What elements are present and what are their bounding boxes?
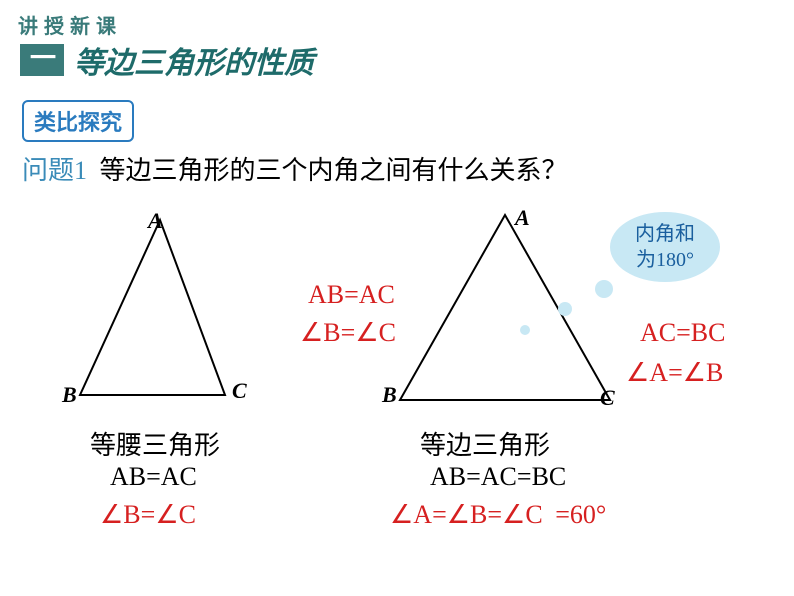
right-formula-angles: ∠A=∠B [626,358,723,388]
mid-formula-sides: AB=AC [308,280,395,310]
vertex-a-left: A [148,208,163,234]
equilateral-angles-eq: ∠A=∠B=∠C [390,500,543,529]
vertex-c-left: C [232,378,247,404]
vertex-b-left: B [62,382,77,408]
isosceles-angles: ∠B=∠C [100,500,196,530]
equilateral-angles-val: =60° [555,500,606,529]
section-number: 一 [30,38,56,75]
analogy-badge: 类比探究 [22,100,134,142]
question-label: 问题1 [22,156,87,185]
isosceles-sides: AB=AC [110,462,197,492]
question-text: 等边三角形的三个内角之间有什么关系？ [100,156,568,185]
equilateral-angles: ∠A=∠B=∠C =60° [390,500,606,530]
bubble-line2: 为180° [635,247,695,273]
vertex-c-right: C [600,385,615,411]
equilateral-triangle [400,215,610,400]
page-title: 等边三角形的性质 [74,38,314,82]
bubble-line1: 内角和 [635,221,695,247]
vertex-a-right: A [515,205,530,231]
question-line: 问题1 等边三角形的三个内角之间有什么关系？ [22,150,568,187]
mid-formula-angles: ∠B=∠C [300,318,396,348]
angle-sum-bubble: 内角和 为180° [610,212,720,282]
vertex-b-right: B [382,382,397,408]
title-block: 一 等边三角形的性质 [20,38,314,82]
diagram-area: A B C A B C AB=AC ∠B=∠C AC=BC ∠A=∠B 内角和 … [0,200,794,596]
equilateral-caption: 等边三角形 [420,425,550,462]
bubble-dot-2 [558,302,572,316]
bubble-dot-3 [520,325,530,335]
right-formula-sides: AC=BC [640,318,725,348]
equilateral-sides: AB=AC=BC [430,462,566,492]
isosceles-triangle [80,220,225,395]
bubble-dot-1 [595,280,613,298]
isosceles-caption: 等腰三角形 [90,425,220,462]
lecture-label: 讲授新课 [18,10,122,39]
